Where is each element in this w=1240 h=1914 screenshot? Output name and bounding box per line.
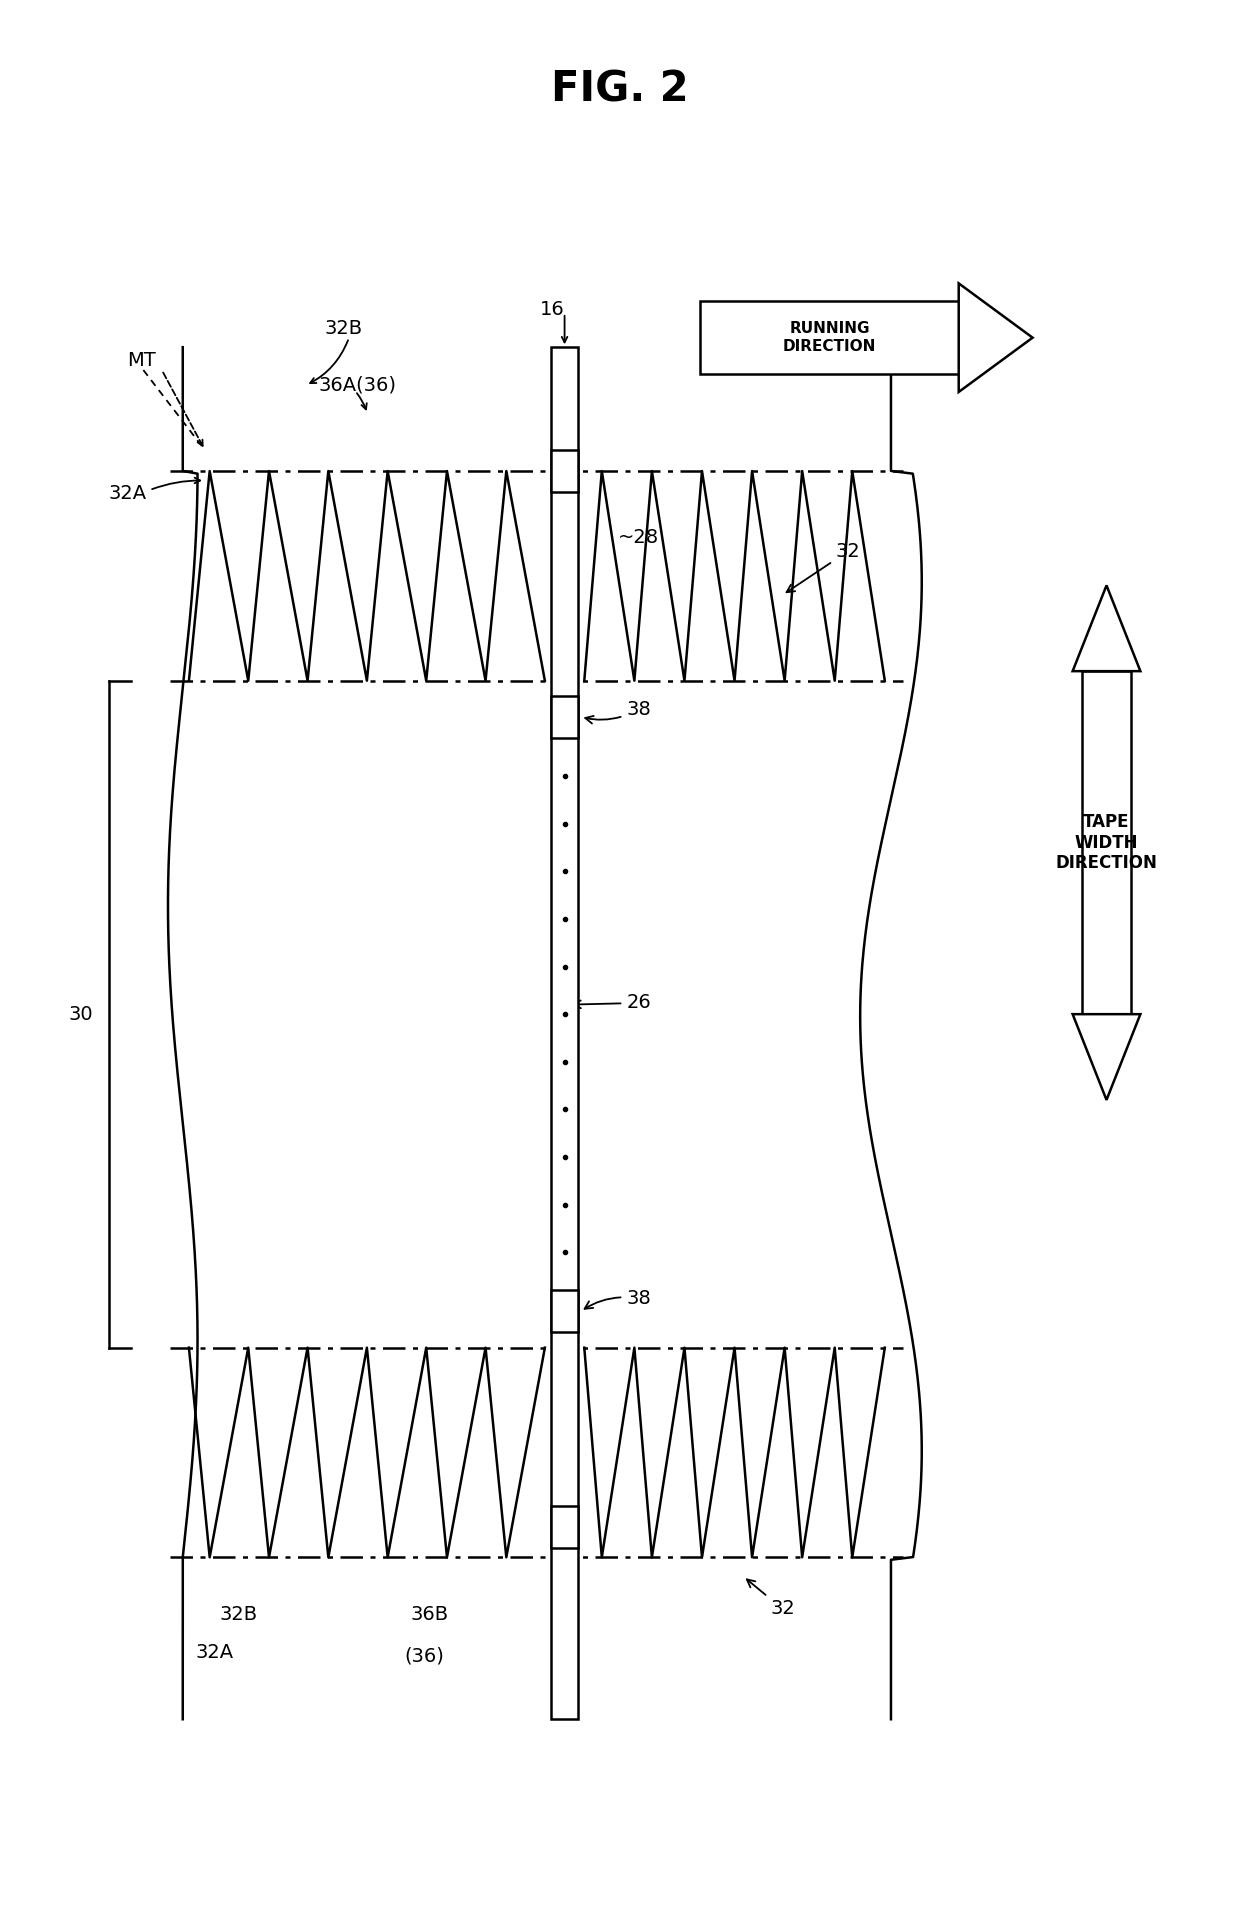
Polygon shape	[1073, 1014, 1141, 1101]
Text: 36A(36): 36A(36)	[319, 375, 397, 394]
Bar	[551, 346, 578, 1719]
Text: 26: 26	[573, 993, 651, 1013]
Text: ~28: ~28	[618, 528, 658, 547]
Text: 38: 38	[585, 701, 651, 723]
Bar	[551, 1506, 578, 1548]
Text: RUNNING
DIRECTION: RUNNING DIRECTION	[782, 322, 877, 354]
Text: MT: MT	[128, 350, 156, 369]
Text: 16: 16	[539, 300, 564, 318]
Text: 32B: 32B	[325, 318, 362, 337]
Bar	[701, 300, 959, 373]
Bar	[1081, 672, 1131, 1014]
Bar	[551, 1290, 578, 1332]
Polygon shape	[1073, 586, 1141, 672]
Bar	[551, 450, 578, 492]
Text: 32A: 32A	[109, 484, 148, 503]
Text: TAPE
WIDTH
DIRECTION: TAPE WIDTH DIRECTION	[1055, 813, 1157, 873]
Text: (36): (36)	[404, 1646, 444, 1665]
Text: 32: 32	[786, 542, 861, 591]
Text: 38: 38	[584, 1288, 651, 1309]
Bar	[551, 697, 578, 739]
Text: FIG. 2: FIG. 2	[552, 69, 688, 111]
Text: 32A: 32A	[195, 1642, 233, 1661]
Text: 36B: 36B	[410, 1606, 449, 1623]
Text: 32B: 32B	[219, 1606, 258, 1623]
Text: 32: 32	[746, 1579, 795, 1619]
Text: 30: 30	[68, 1005, 93, 1024]
Polygon shape	[959, 283, 1033, 392]
